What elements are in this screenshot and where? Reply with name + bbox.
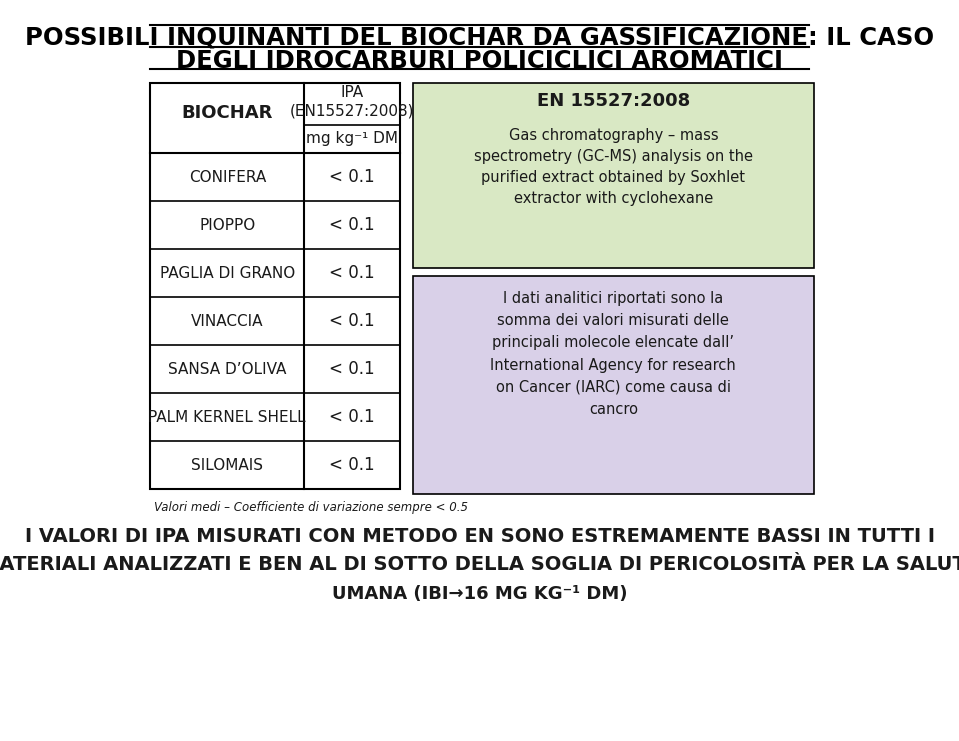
Text: DEGLI IDROCARBURI POLICICLICI AROMATICI: DEGLI IDROCARBURI POLICICLICI AROMATICI [176,49,783,73]
Text: CONIFERA: CONIFERA [189,170,266,185]
Text: mg kg⁻¹ DM: mg kg⁻¹ DM [306,131,398,147]
Text: SANSA D’OLIVA: SANSA D’OLIVA [168,362,287,376]
Text: Valori medi – Coefficiente di variazione sempre < 0.5: Valori medi – Coefficiente di variazione… [154,501,468,514]
Text: < 0.1: < 0.1 [329,312,375,330]
Text: UMANA (IBI→16 MG KG⁻¹ DM): UMANA (IBI→16 MG KG⁻¹ DM) [332,585,627,603]
Text: IPA
(EN15527:2008): IPA (EN15527:2008) [290,85,414,119]
Bar [151,83,400,489]
Bar [412,83,814,268]
Text: < 0.1: < 0.1 [329,408,375,426]
Text: EN 15527:2008: EN 15527:2008 [537,92,690,110]
Text: I dati analitici riportati sono la
somma dei valori misurati delle
principali mo: I dati analitici riportati sono la somma… [490,291,737,417]
Text: < 0.1: < 0.1 [329,216,375,234]
Text: < 0.1: < 0.1 [329,456,375,474]
Text: Gas chromatography – mass
spectrometry (GC-MS) analysis on the
purified extract : Gas chromatography – mass spectrometry (… [474,128,753,206]
Text: MATERIALI ANALIZZATI E BEN AL DI SOTTO DELLA SOGLIA DI PERICOLOSITÀ PER LA SALUT: MATERIALI ANALIZZATI E BEN AL DI SOTTO D… [0,555,959,574]
Text: POSSIBILI INQUINANTI DEL BIOCHAR DA GASSIFICAZIONE: IL CASO: POSSIBILI INQUINANTI DEL BIOCHAR DA GASS… [25,26,934,50]
Text: I VALORI DI IPA MISURATI CON METODO EN SONO ESTREMAMENTE BASSI IN TUTTI I: I VALORI DI IPA MISURATI CON METODO EN S… [25,527,934,546]
Text: < 0.1: < 0.1 [329,264,375,282]
Text: < 0.1: < 0.1 [329,360,375,378]
Text: PIOPPO: PIOPPO [199,218,255,233]
Text: VINACCIA: VINACCIA [191,313,264,328]
Text: < 0.1: < 0.1 [329,168,375,186]
Bar [412,276,814,494]
Text: PAGLIA DI GRANO: PAGLIA DI GRANO [159,265,295,281]
Text: PALM KERNEL SHELL: PALM KERNEL SHELL [149,410,306,425]
Text: BIOCHAR: BIOCHAR [181,104,273,122]
Text: SILOMAIS: SILOMAIS [191,457,264,473]
